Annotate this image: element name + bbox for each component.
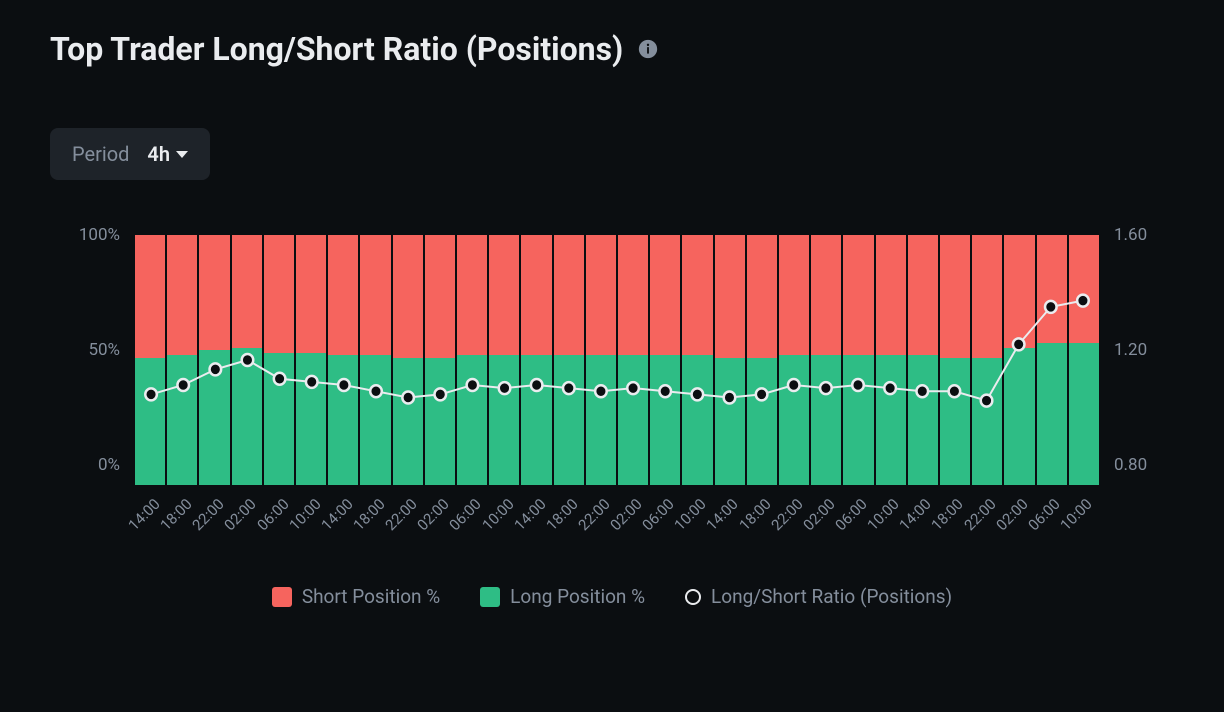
x-tick-label: 22:00 — [189, 495, 228, 534]
info-icon[interactable] — [637, 38, 659, 60]
x-tick-label: 22:00 — [960, 495, 999, 534]
y-axis-right: 1.60 1.20 0.80 — [1114, 235, 1164, 485]
x-tick-label: 06:00 — [446, 495, 485, 534]
legend-ratio: Long/Short Ratio (Positions) — [685, 585, 952, 608]
x-tick-label: 14:00 — [703, 495, 742, 534]
x-tick-label: 22:00 — [575, 495, 614, 534]
y-left-tick: 50% — [60, 340, 120, 360]
legend-long-label: Long Position % — [510, 585, 645, 608]
legend-short-label: Short Position % — [302, 585, 440, 608]
ratio-line — [135, 235, 1099, 485]
chevron-down-icon — [176, 151, 188, 158]
y-left-tick: 100% — [60, 225, 120, 245]
period-value: 4h — [147, 142, 188, 166]
y-left-tick: 0% — [60, 455, 120, 475]
chart-area: 100% 50% 0% 1.60 1.20 0.80 14:0018:0022:… — [60, 235, 1164, 555]
x-tick-label: 22:00 — [382, 495, 421, 534]
x-tick-label: 06:00 — [253, 495, 292, 534]
period-label: Period — [72, 142, 129, 166]
legend-long: Long Position % — [480, 585, 645, 608]
x-tick-label: 02:00 — [799, 495, 838, 534]
x-tick-label: 10:00 — [1057, 495, 1096, 534]
x-tick-label: 02:00 — [607, 495, 646, 534]
period-value-text: 4h — [147, 142, 170, 166]
swatch-short — [272, 587, 292, 607]
y-right-tick: 1.20 — [1114, 340, 1164, 360]
x-tick-label: 10:00 — [285, 495, 324, 534]
x-tick-label: 06:00 — [1024, 495, 1063, 534]
chart-header: Top Trader Long/Short Ratio (Positions) — [50, 30, 1174, 68]
legend: Short Position % Long Position % Long/Sh… — [50, 585, 1174, 608]
legend-short: Short Position % — [272, 585, 440, 608]
period-selector[interactable]: Period 4h — [50, 128, 210, 180]
x-tick-label: 10:00 — [478, 495, 517, 534]
x-tick-label: 14:00 — [510, 495, 549, 534]
x-tick-label: 02:00 — [992, 495, 1031, 534]
x-axis-labels: 14:0018:0022:0002:0006:0010:0014:0018:00… — [135, 495, 1099, 555]
x-tick-label: 10:00 — [864, 495, 903, 534]
x-tick-label: 14:00 — [317, 495, 356, 534]
plot-area — [135, 235, 1099, 485]
x-tick-label: 14:00 — [125, 495, 164, 534]
x-tick-label: 22:00 — [767, 495, 806, 534]
y-right-tick: 1.60 — [1114, 225, 1164, 245]
x-tick-label: 18:00 — [928, 495, 967, 534]
legend-ratio-label: Long/Short Ratio (Positions) — [711, 585, 952, 608]
chart-title: Top Trader Long/Short Ratio (Positions) — [50, 30, 623, 68]
x-tick-label: 02:00 — [221, 495, 260, 534]
swatch-long — [480, 587, 500, 607]
x-tick-label: 02:00 — [414, 495, 453, 534]
x-tick-label: 10:00 — [671, 495, 710, 534]
x-tick-label: 18:00 — [542, 495, 581, 534]
x-tick-label: 18:00 — [735, 495, 774, 534]
x-tick-label: 06:00 — [639, 495, 678, 534]
y-right-tick: 0.80 — [1114, 455, 1164, 475]
x-tick-label: 18:00 — [350, 495, 389, 534]
x-tick-label: 18:00 — [157, 495, 196, 534]
x-tick-label: 06:00 — [832, 495, 871, 534]
y-axis-left: 100% 50% 0% — [60, 235, 120, 485]
x-tick-label: 14:00 — [896, 495, 935, 534]
swatch-ratio-icon — [685, 589, 701, 605]
